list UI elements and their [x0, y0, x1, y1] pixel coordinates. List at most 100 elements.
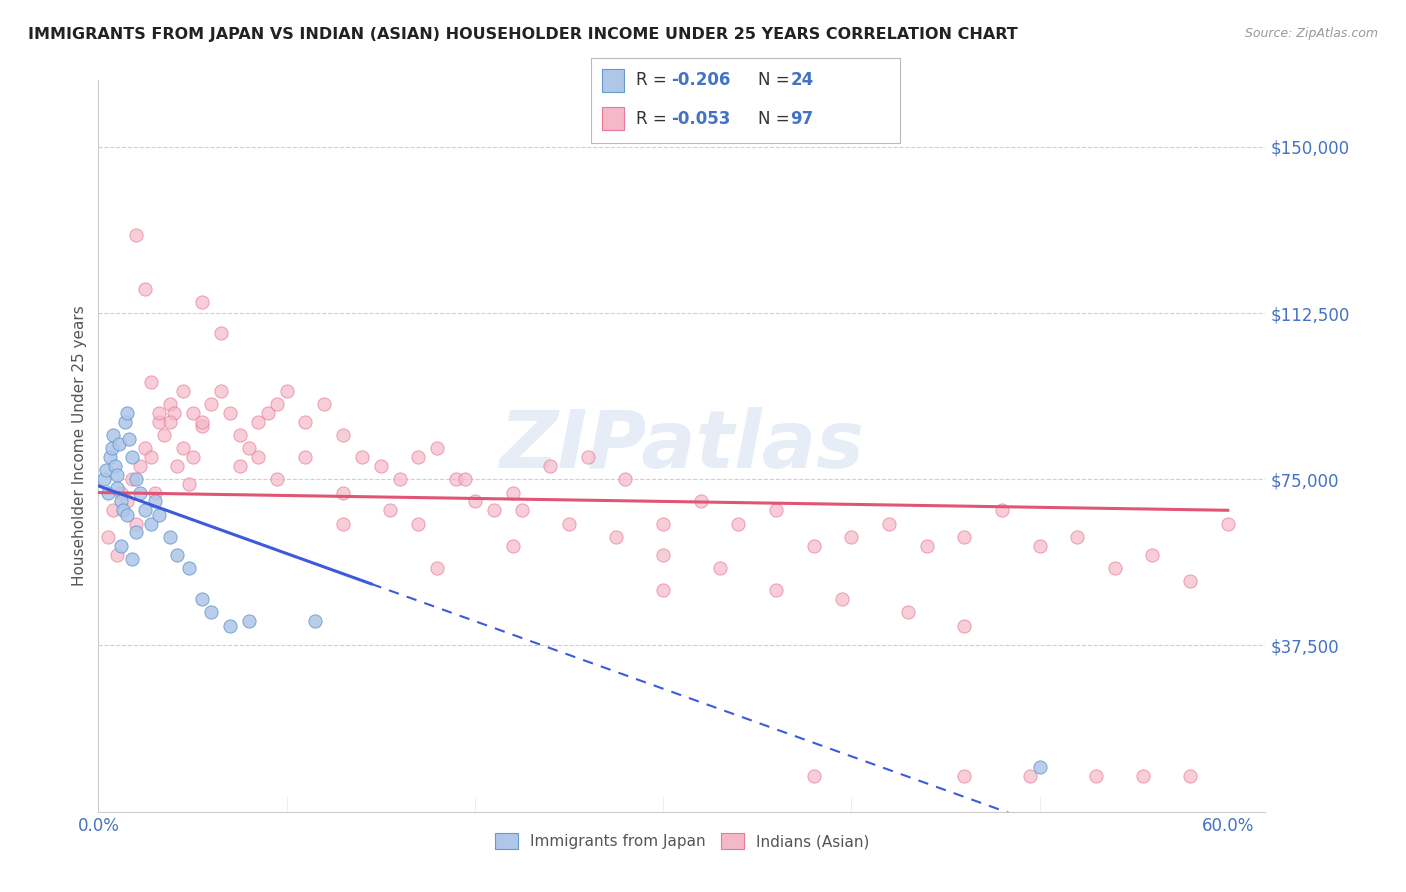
- Point: [191, 591, 214, 606]
- Point: [191, 294, 214, 309]
- Point: [558, 516, 581, 531]
- Point: [1178, 769, 1201, 783]
- Point: [454, 472, 477, 486]
- Point: [1028, 760, 1050, 774]
- Point: [915, 539, 938, 553]
- Point: [1019, 769, 1042, 783]
- Point: [105, 467, 128, 482]
- Point: [1104, 561, 1126, 575]
- Point: [238, 614, 260, 628]
- Point: [332, 428, 354, 442]
- Point: [159, 530, 181, 544]
- Point: [444, 472, 467, 486]
- Point: [172, 441, 194, 455]
- Point: [380, 503, 402, 517]
- Point: [159, 397, 181, 411]
- Text: R =: R =: [636, 71, 672, 89]
- Point: [219, 618, 242, 632]
- Point: [125, 525, 148, 540]
- Point: [803, 769, 825, 783]
- Point: [163, 406, 186, 420]
- Point: [115, 406, 138, 420]
- Point: [209, 384, 232, 398]
- Point: [139, 450, 162, 464]
- Point: [121, 472, 143, 486]
- Point: [125, 516, 148, 531]
- Point: [953, 618, 976, 632]
- Text: -0.053: -0.053: [671, 110, 730, 128]
- Point: [1085, 769, 1108, 783]
- Point: [266, 472, 288, 486]
- Point: [134, 282, 156, 296]
- Point: [953, 769, 976, 783]
- Point: [181, 450, 204, 464]
- Point: [110, 485, 132, 500]
- Point: [177, 476, 200, 491]
- Point: [228, 458, 250, 473]
- Point: [991, 503, 1014, 517]
- Point: [426, 561, 449, 575]
- Point: [652, 516, 675, 531]
- Point: [104, 458, 127, 473]
- Point: [209, 326, 232, 340]
- Point: [605, 530, 627, 544]
- Point: [115, 494, 138, 508]
- Point: [105, 481, 128, 495]
- Point: [98, 450, 121, 464]
- Point: [181, 406, 204, 420]
- Point: [538, 458, 561, 473]
- Point: [953, 530, 976, 544]
- Point: [117, 433, 139, 447]
- Point: [388, 472, 411, 486]
- Point: [332, 516, 354, 531]
- Point: [228, 428, 250, 442]
- Point: [294, 415, 316, 429]
- Point: [370, 458, 392, 473]
- Point: [332, 485, 354, 500]
- Point: [97, 530, 120, 544]
- Point: [143, 485, 166, 500]
- Point: [765, 503, 787, 517]
- Point: [177, 561, 200, 575]
- Point: [121, 552, 143, 566]
- Point: [1066, 530, 1088, 544]
- Point: [108, 437, 131, 451]
- Point: [200, 605, 222, 619]
- Point: [111, 503, 134, 517]
- Point: [148, 415, 170, 429]
- Text: N =: N =: [758, 71, 794, 89]
- Point: [839, 530, 862, 544]
- Point: [897, 605, 920, 619]
- Point: [1132, 769, 1154, 783]
- Point: [166, 458, 188, 473]
- Point: [877, 516, 900, 531]
- Point: [125, 228, 148, 243]
- Point: [153, 428, 176, 442]
- Point: [219, 406, 242, 420]
- Point: [97, 485, 120, 500]
- Point: [426, 441, 449, 455]
- Point: [304, 614, 326, 628]
- Text: R =: R =: [636, 110, 672, 128]
- Point: [276, 384, 298, 398]
- Point: [482, 503, 505, 517]
- Text: -0.206: -0.206: [671, 71, 730, 89]
- Point: [110, 494, 132, 508]
- Point: [191, 419, 214, 434]
- Point: [502, 539, 524, 553]
- Text: Source: ZipAtlas.com: Source: ZipAtlas.com: [1244, 27, 1378, 40]
- Point: [115, 508, 138, 522]
- Point: [121, 450, 143, 464]
- Point: [110, 539, 132, 553]
- Point: [148, 508, 170, 522]
- Point: [200, 397, 222, 411]
- Point: [709, 561, 731, 575]
- Point: [652, 548, 675, 562]
- Point: [128, 485, 150, 500]
- Point: [172, 384, 194, 398]
- Point: [614, 472, 637, 486]
- Text: IMMIGRANTS FROM JAPAN VS INDIAN (ASIAN) HOUSEHOLDER INCOME UNDER 25 YEARS CORREL: IMMIGRANTS FROM JAPAN VS INDIAN (ASIAN) …: [28, 27, 1018, 42]
- Point: [100, 441, 122, 455]
- Point: [266, 397, 288, 411]
- Point: [159, 415, 181, 429]
